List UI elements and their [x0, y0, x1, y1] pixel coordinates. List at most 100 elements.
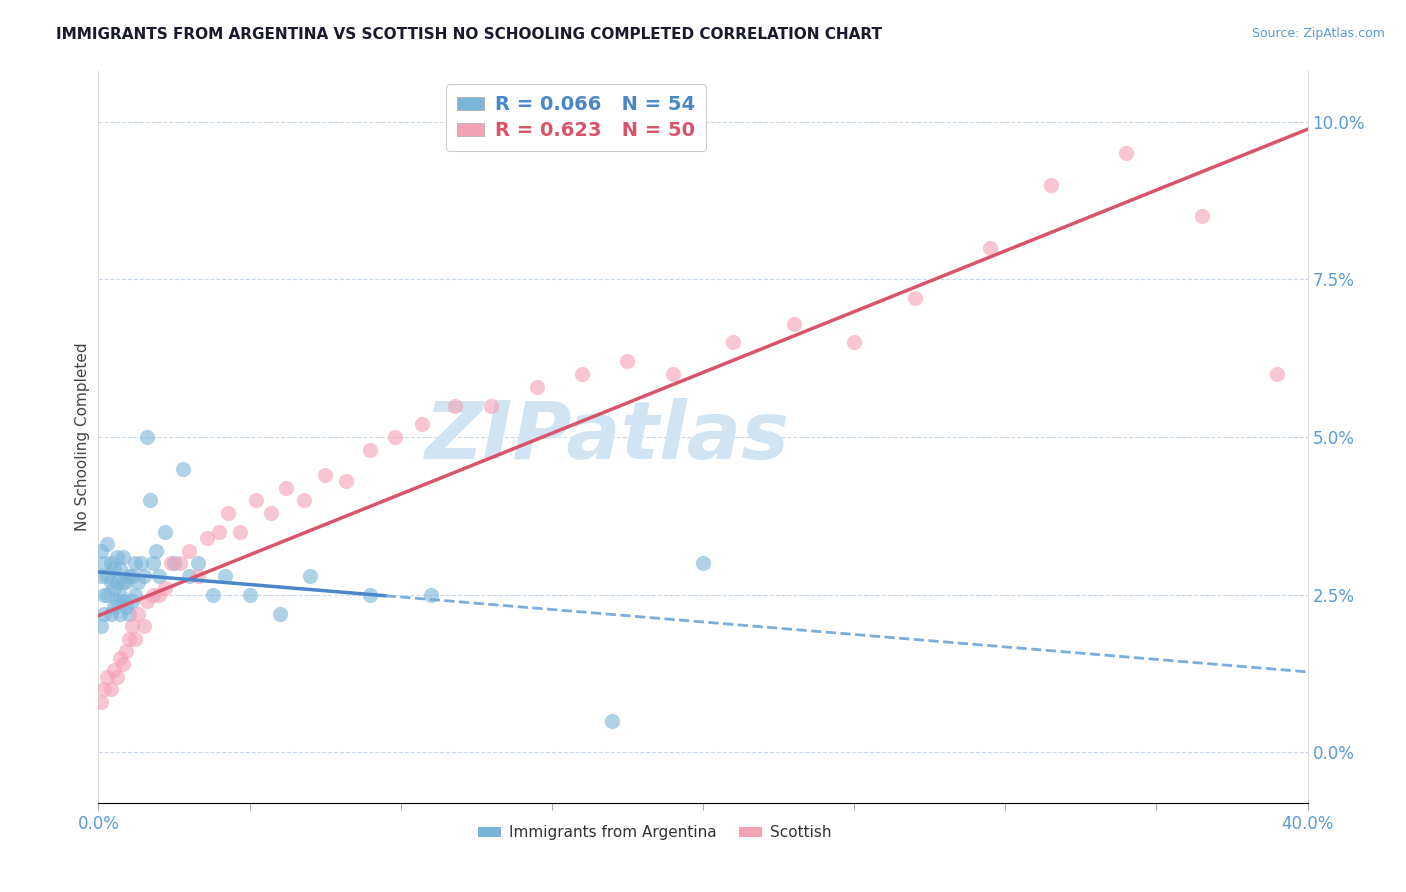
Point — [904, 291, 927, 305]
Point — [105, 549, 128, 564]
Point — [148, 569, 170, 583]
Point — [111, 594, 134, 608]
Point — [214, 569, 236, 583]
Point — [979, 241, 1001, 255]
Point — [129, 556, 152, 570]
Point — [160, 556, 183, 570]
Point — [121, 569, 143, 583]
Point — [121, 619, 143, 633]
Point — [121, 594, 143, 608]
Point — [105, 575, 128, 590]
Point — [571, 367, 593, 381]
Point — [239, 588, 262, 602]
Point — [195, 531, 218, 545]
Point — [105, 670, 128, 684]
Point — [96, 670, 118, 684]
Point — [360, 588, 382, 602]
Point — [274, 481, 297, 495]
Point — [96, 537, 118, 551]
Point — [1039, 178, 1062, 192]
Point — [145, 543, 167, 558]
Point — [208, 524, 231, 539]
Point — [124, 556, 146, 570]
Point — [100, 556, 122, 570]
Point — [124, 588, 146, 602]
Point — [360, 442, 382, 457]
Point — [111, 549, 134, 564]
Legend: Immigrants from Argentina, Scottish: Immigrants from Argentina, Scottish — [472, 819, 838, 847]
Point — [103, 582, 125, 596]
Point — [132, 619, 155, 633]
Point — [118, 569, 141, 583]
Point — [100, 682, 122, 697]
Point — [124, 632, 146, 646]
Text: IMMIGRANTS FROM ARGENTINA VS SCOTTISH NO SCHOOLING COMPLETED CORRELATION CHART: IMMIGRANTS FROM ARGENTINA VS SCOTTISH NO… — [56, 27, 882, 42]
Point — [179, 569, 201, 583]
Point — [292, 493, 315, 508]
Point — [93, 607, 115, 621]
Point — [187, 569, 209, 583]
Point — [90, 543, 112, 558]
Point — [602, 714, 624, 728]
Text: Source: ZipAtlas.com: Source: ZipAtlas.com — [1251, 27, 1385, 40]
Point — [93, 588, 115, 602]
Point — [229, 524, 252, 539]
Point — [114, 575, 136, 590]
Point — [314, 467, 336, 482]
Point — [139, 493, 162, 508]
Point — [844, 335, 866, 350]
Point — [723, 335, 745, 350]
Point — [187, 556, 209, 570]
Point — [1115, 146, 1137, 161]
Point — [142, 556, 165, 570]
Point — [100, 607, 122, 621]
Point — [420, 588, 443, 602]
Point — [111, 657, 134, 671]
Point — [114, 644, 136, 658]
Point — [179, 543, 201, 558]
Point — [335, 474, 357, 488]
Point — [90, 569, 112, 583]
Point — [90, 619, 112, 633]
Point — [153, 524, 176, 539]
Point — [148, 588, 170, 602]
Point — [100, 575, 122, 590]
Point — [114, 600, 136, 615]
Point — [105, 594, 128, 608]
Point — [90, 695, 112, 709]
Point — [783, 317, 806, 331]
Point — [142, 588, 165, 602]
Point — [384, 430, 406, 444]
Point — [108, 607, 131, 621]
Point — [111, 575, 134, 590]
Point — [127, 575, 149, 590]
Point — [103, 562, 125, 576]
Point — [1267, 367, 1289, 381]
Point — [93, 556, 115, 570]
Point — [444, 399, 467, 413]
Point — [108, 650, 131, 665]
Point — [108, 588, 131, 602]
Point — [260, 506, 283, 520]
Point — [661, 367, 683, 381]
Point — [135, 430, 157, 444]
Point — [217, 506, 239, 520]
Point — [108, 562, 131, 576]
Point — [96, 588, 118, 602]
Point — [481, 399, 503, 413]
Point — [103, 600, 125, 615]
Point — [245, 493, 267, 508]
Point — [132, 569, 155, 583]
Point — [202, 588, 225, 602]
Point — [93, 682, 115, 697]
Point — [118, 607, 141, 621]
Point — [616, 354, 638, 368]
Point — [163, 556, 186, 570]
Point — [269, 607, 291, 621]
Point — [103, 664, 125, 678]
Point — [692, 556, 714, 570]
Point — [169, 556, 191, 570]
Point — [172, 461, 194, 475]
Point — [96, 569, 118, 583]
Point — [135, 594, 157, 608]
